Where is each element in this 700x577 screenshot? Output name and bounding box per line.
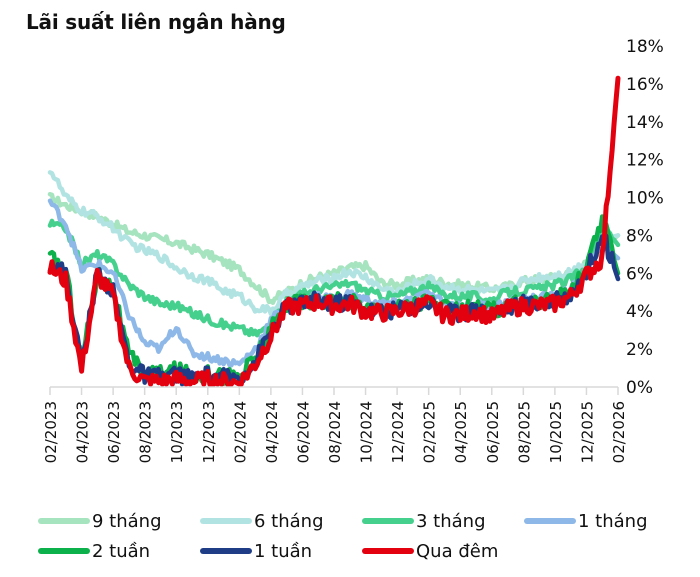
legend-item-1-thang: 1 tháng bbox=[524, 511, 686, 532]
legend-swatch bbox=[38, 518, 90, 524]
y-tick-label: 14% bbox=[626, 113, 664, 133]
series-line-6 bbox=[47, 75, 621, 387]
x-axis-ticks: 02/2023 04/2023 06/2023 08/2023 10/2023 12/20… bbox=[42, 387, 628, 463]
x-tick-label: 02/2026 bbox=[610, 401, 628, 463]
y-tick-label: 0% bbox=[626, 378, 653, 398]
legend-label: 3 tháng bbox=[416, 510, 486, 532]
legend-label: 1 tháng bbox=[578, 510, 648, 532]
legend-item-qua-dem: Qua đêm bbox=[362, 541, 524, 562]
x-tick-label: 08/2025 bbox=[515, 401, 533, 463]
legend-swatch bbox=[38, 548, 90, 554]
x-tick-label: 04/2025 bbox=[452, 401, 470, 463]
legend-row-2: 2 tuần 1 tuần Qua đêm bbox=[38, 536, 688, 566]
x-tick-label: 02/2024 bbox=[231, 401, 249, 463]
series-line-1 bbox=[47, 170, 621, 317]
legend-item-9-thang: 9 tháng bbox=[38, 511, 200, 532]
x-tick-label: 06/2025 bbox=[484, 401, 502, 463]
chart-legend: 9 tháng 6 tháng 3 tháng 1 tháng 2 tuần 1… bbox=[38, 506, 688, 566]
x-tick-label: 10/2023 bbox=[168, 401, 186, 463]
y-tick-label: 10% bbox=[626, 189, 664, 209]
legend-swatch bbox=[200, 548, 252, 554]
legend-label: 6 tháng bbox=[254, 510, 324, 532]
x-tick-label: 02/2025 bbox=[421, 401, 439, 463]
y-tick-label: 2% bbox=[626, 340, 653, 360]
legend-swatch bbox=[524, 518, 576, 524]
chart-title: Lãi suất liên ngân hàng bbox=[26, 10, 286, 34]
legend-swatch bbox=[200, 518, 252, 524]
x-tick-label: 12/2025 bbox=[578, 401, 596, 463]
x-tick-label: 08/2024 bbox=[326, 401, 344, 463]
legend-label: 1 tuần bbox=[254, 540, 313, 562]
legend-item-1-tuan: 1 tuần bbox=[200, 541, 362, 562]
legend-item-2-tuan: 2 tuần bbox=[38, 541, 200, 562]
legend-swatch bbox=[362, 518, 414, 524]
legend-row-1: 9 tháng 6 tháng 3 tháng 1 tháng bbox=[38, 506, 688, 536]
x-tick-label: 02/2023 bbox=[42, 401, 60, 463]
legend-label: 2 tuần bbox=[92, 540, 151, 562]
y-tick-label: 6% bbox=[626, 264, 653, 284]
x-tick-label: 10/2025 bbox=[547, 401, 565, 463]
x-tick-label: 04/2023 bbox=[74, 401, 92, 463]
chart-plot-area: 02/2023 04/2023 06/2023 08/2023 10/2023 12/20… bbox=[42, 37, 664, 463]
x-tick-label: 06/2023 bbox=[105, 401, 123, 463]
y-tick-label: 16% bbox=[626, 75, 664, 95]
x-tick-label: 04/2024 bbox=[263, 401, 281, 463]
y-tick-label: 8% bbox=[626, 226, 653, 246]
y-axis-ticks: 0% 2% 4% 6% 8% 10% 12% 14% 16% 18% bbox=[626, 37, 664, 398]
legend-label: Qua đêm bbox=[416, 540, 499, 562]
legend-label: 9 tháng bbox=[92, 510, 162, 532]
x-tick-label: 12/2024 bbox=[389, 401, 407, 463]
legend-swatch bbox=[362, 548, 414, 554]
legend-item-6-thang: 6 tháng bbox=[200, 511, 362, 532]
x-tick-label: 10/2024 bbox=[358, 401, 376, 463]
x-tick-label: 12/2023 bbox=[200, 401, 218, 463]
y-tick-label: 12% bbox=[626, 151, 664, 171]
x-tick-label: 08/2023 bbox=[137, 401, 155, 463]
y-tick-label: 4% bbox=[626, 302, 653, 322]
y-tick-label: 18% bbox=[626, 37, 664, 57]
series-lines bbox=[47, 75, 621, 387]
x-tick-label: 06/2024 bbox=[294, 401, 312, 463]
legend-item-3-thang: 3 tháng bbox=[362, 511, 524, 532]
